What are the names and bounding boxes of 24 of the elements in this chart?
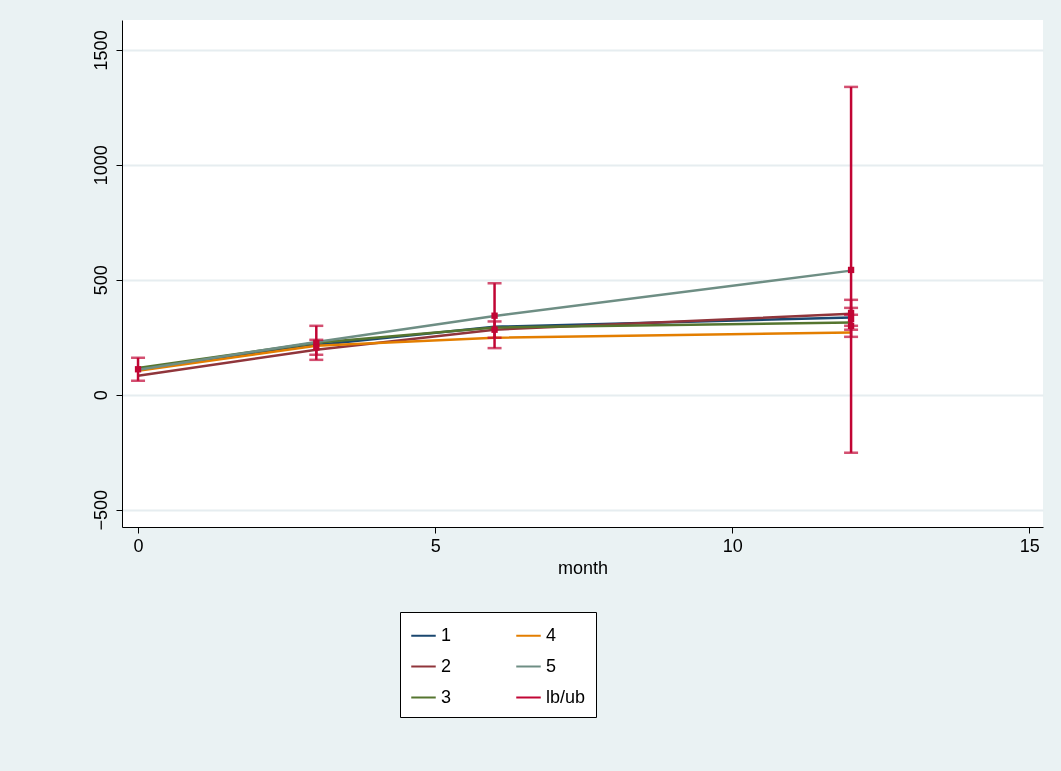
y-tick-label: 0 bbox=[90, 390, 111, 401]
point bbox=[491, 326, 498, 333]
y-tick-label: 500 bbox=[90, 265, 111, 296]
x-tick-label: 15 bbox=[1019, 535, 1040, 556]
legend-label: 3 bbox=[441, 686, 452, 707]
legend-label: 2 bbox=[441, 655, 452, 676]
y-tick-label: 1000 bbox=[90, 145, 111, 186]
y-tick-label: 1500 bbox=[90, 30, 111, 71]
point bbox=[847, 309, 855, 317]
point bbox=[847, 322, 855, 329]
point bbox=[847, 315, 855, 323]
y-tick-label: −500 bbox=[90, 489, 111, 531]
x-tick-label: 0 bbox=[133, 535, 144, 556]
x-tick-label: 10 bbox=[722, 535, 743, 556]
legend-label: 1 bbox=[441, 624, 452, 645]
point bbox=[491, 312, 498, 319]
legend-label: 5 bbox=[546, 655, 557, 676]
point bbox=[847, 266, 855, 274]
x-tick-label: 5 bbox=[430, 535, 441, 556]
x-axis-title: month bbox=[557, 557, 609, 578]
legend-label: lb/ub bbox=[546, 686, 586, 707]
legend-label: 4 bbox=[546, 624, 557, 645]
point bbox=[313, 344, 320, 351]
point bbox=[134, 366, 142, 373]
